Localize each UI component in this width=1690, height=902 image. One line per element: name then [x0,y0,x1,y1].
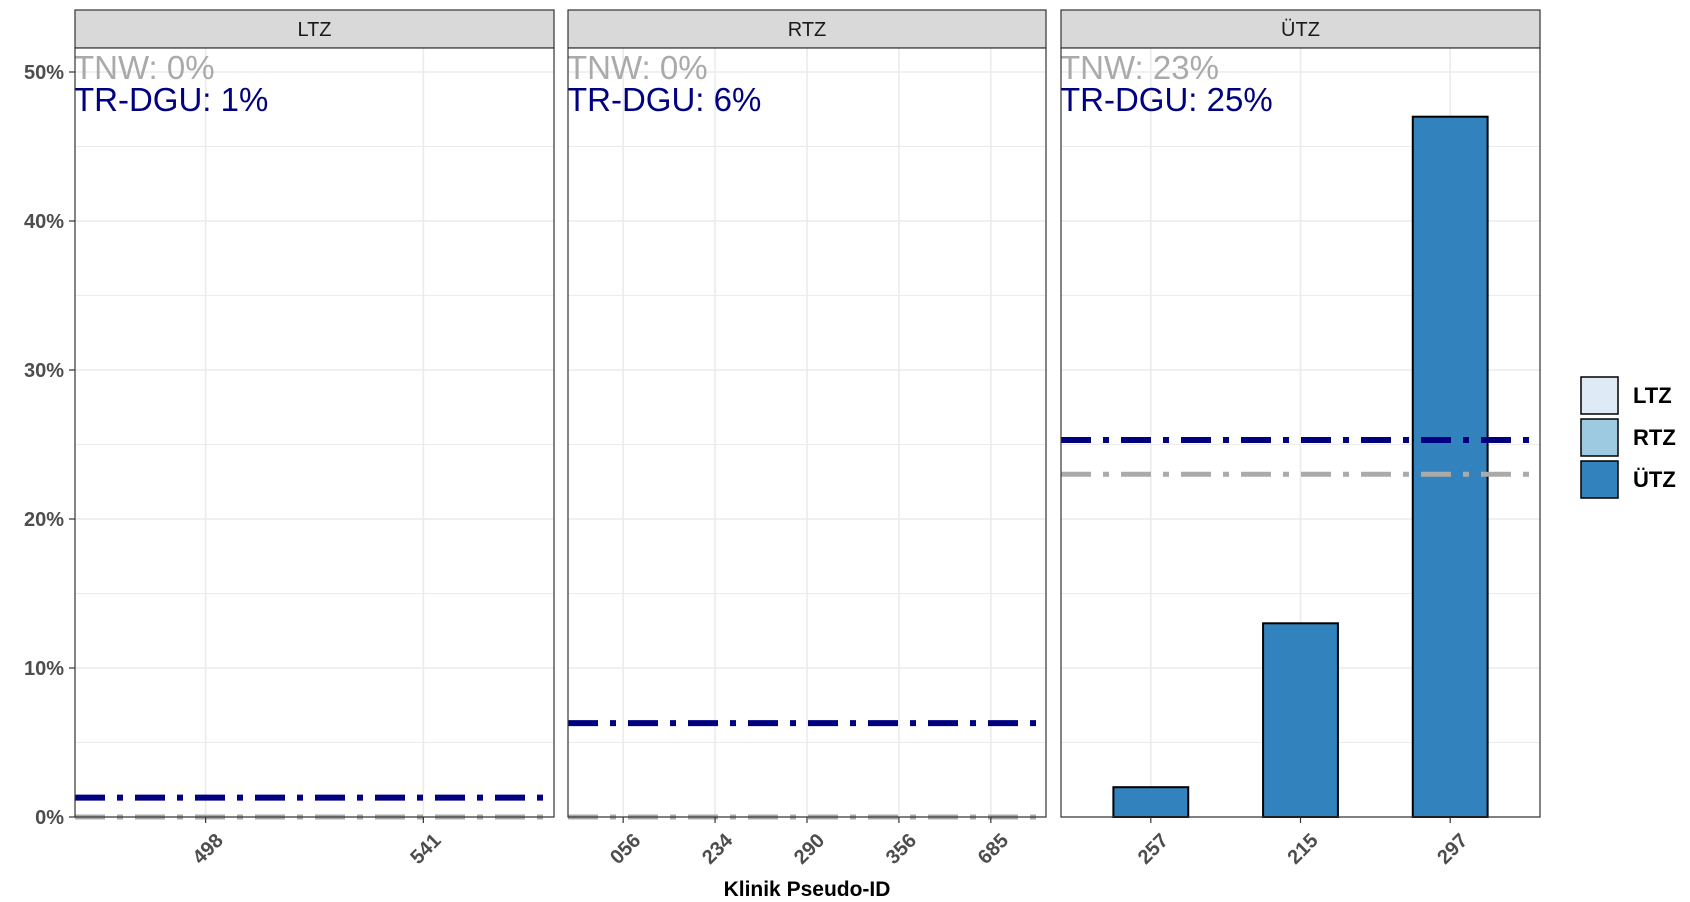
trdgu-annotation: TR-DGU: 6% [567,81,761,118]
legend-key [1580,418,1619,457]
x-axis-tick-label: 356 [882,830,921,869]
y-axis-tick-label: 0% [35,807,64,829]
y-axis-tick-label: 40% [24,211,64,233]
panel-border [74,47,555,818]
facet-strip [1060,9,1541,49]
x-axis-tick-label: 541 [406,830,445,869]
tnw-annotation: TNW: 0% [567,49,708,86]
legend-label: RTZ [1633,425,1676,450]
trdgu-annotation: TR-DGU: 25% [1060,81,1273,118]
tnw-annotation: TNW: 0% [74,49,215,86]
trdgu-annotation: TR-DGU: 1% [74,81,268,118]
x-axis-tick-label: 290 [790,830,829,869]
bar [1112,786,1190,819]
x-axis-tick-label: 257 [1134,830,1173,869]
y-axis-tick-label: 20% [24,509,64,531]
x-axis-tick-label: 215 [1283,830,1322,869]
facet-strip [567,9,1047,49]
legend-key [1580,376,1619,415]
tnw-annotation: TNW: 23% [1060,49,1219,86]
x-axis-tick-label: 234 [698,829,738,869]
bar [1262,622,1339,818]
x-axis-tick-label: 297 [1433,830,1472,869]
bar [1411,115,1489,818]
legend-label: LTZ [1633,383,1672,408]
x-axis-tick-label: 685 [974,830,1013,869]
facet-strip-label: ÜTZ [1281,19,1320,41]
facet-strip-label: LTZ [297,19,331,41]
panel-background [75,48,554,817]
y-axis-tick-label: 30% [24,360,64,382]
x-axis-tick-label: 498 [189,830,228,869]
legend-label: ÜTZ [1633,467,1676,492]
y-axis-tick-label: 50% [24,62,64,84]
x-axis-tick-label: 056 [606,830,645,869]
x-axis-title: Klinik Pseudo-ID [724,878,891,901]
facet-strip-label: RTZ [788,19,827,41]
legend-key [1580,460,1619,499]
y-axis-tick-label: 10% [24,658,64,680]
